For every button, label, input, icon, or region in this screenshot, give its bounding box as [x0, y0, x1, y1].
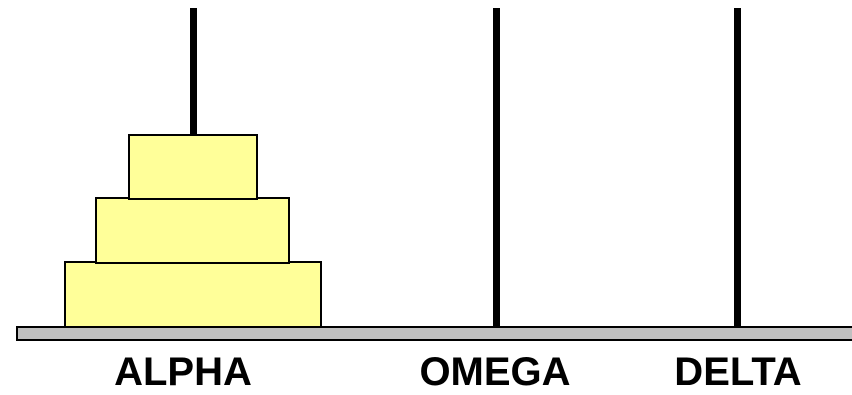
- peg-delta: [734, 8, 741, 328]
- peg-label-omega: OMEGA: [419, 350, 571, 394]
- peg-label-delta: DELTA: [674, 350, 802, 394]
- peg-omega: [493, 8, 500, 328]
- disk-large: [64, 261, 322, 328]
- peg-label-alpha: ALPHA: [114, 350, 252, 394]
- base-platform: [16, 326, 852, 341]
- disk-medium: [95, 197, 290, 264]
- disk-small: [128, 134, 258, 200]
